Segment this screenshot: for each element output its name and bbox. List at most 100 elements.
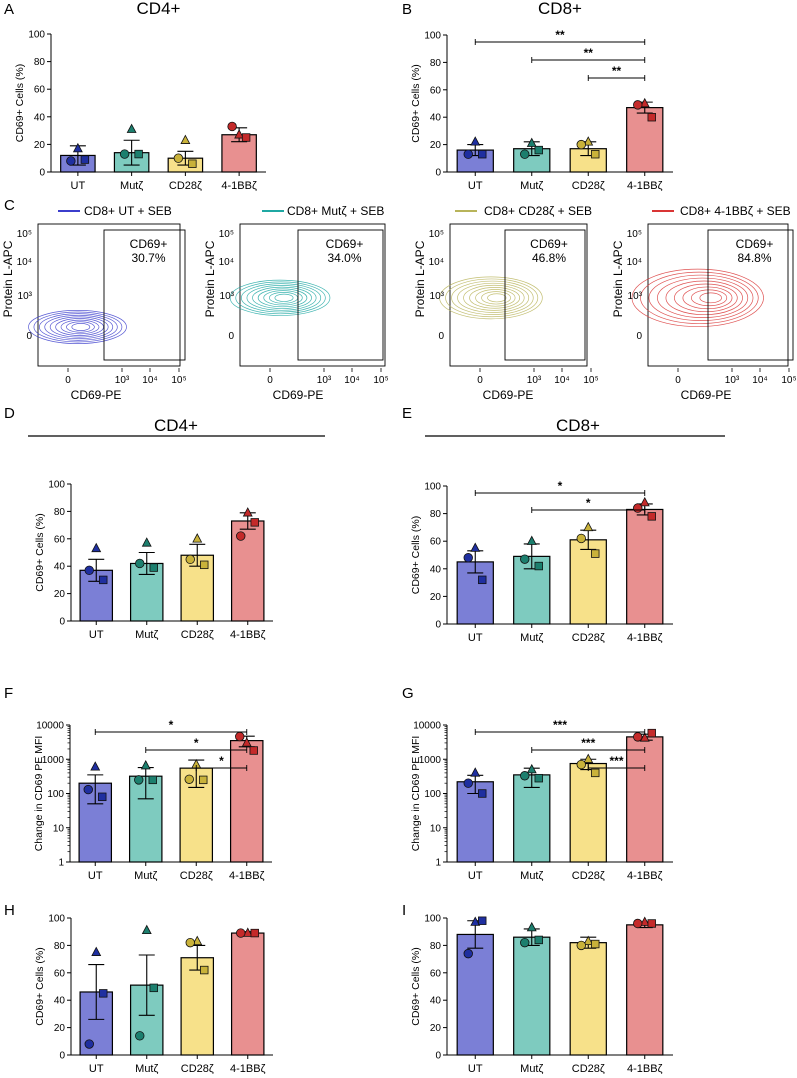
y-tick-label-h: 20 [54,1023,66,1034]
flow-contour-0 [55,318,104,336]
data-point-g-3-2 [647,728,656,738]
significance-label-f: * [194,736,199,750]
flow-gate-1 [297,229,384,361]
data-point-g-0-2 [478,789,487,798]
significance-label-b: ** [555,28,565,42]
data-point-e-3-0 [639,496,650,507]
x-tick-label-a: Mutζ [120,180,143,192]
x-tick-label-b: Mutζ [520,180,543,192]
flow-contour-0 [38,313,118,341]
flow-gate-percent-3: 84.8% [737,251,771,265]
y-tick-label-h: 0 [59,1051,65,1062]
data-point-a-3-2 [241,133,251,142]
panel-letter-c: C [4,197,15,214]
y-tick-label-b: 0 [435,168,441,179]
group-title-cd8: CD8+ [556,416,600,435]
flow-contour-0 [71,323,91,331]
significance-label-g: *** [553,718,567,732]
data-point-a-3-0 [234,129,245,139]
data-point-g-2-1 [576,759,586,770]
panel-letter-a: A [4,1,14,18]
flow-contour-2 [463,284,525,311]
data-point-f-3-1 [235,731,245,742]
legend-label-41bb: CD8+ 4-1BBζ + SEB [680,204,791,218]
flow-x-tick-label-3: 10⁴ [752,375,767,386]
flow-x-axis-label-0: CD69-PE [71,388,122,402]
y-tick-label-f: 100 [47,789,64,800]
flow-contour-3 [640,271,759,324]
flow-x-axis-label-1: CD69-PE [273,388,324,402]
y-tick-label-d: 80 [54,507,66,518]
y-axis-label-b: CD69+ Cells (%) [410,64,422,142]
flow-x-tick-label-2: 10³ [527,375,542,386]
significance-label-g: *** [581,736,595,750]
y-tick-label-b: 80 [430,58,442,69]
x-tick-label-e: Mutζ [520,632,543,644]
data-point-a-1-1 [119,149,130,159]
y-tick-label-h: 100 [48,914,65,925]
y-tick-label-i: 20 [430,1023,442,1034]
flow-x-tick-label-3: 10⁵ [781,375,796,386]
flow-y-tick-label-2: 10³ [430,291,445,302]
significance-label-e: * [558,479,563,493]
data-point-a-0-2 [80,155,90,164]
y-tick-label-i: 80 [430,941,442,952]
flow-gate-label-2: CD69+ [530,237,568,251]
flow-plot-1: CD69+34.0% 0 10³ 10⁴ 10⁵ 0 10³ 10⁴ 10⁵ CD69-PE Pro… [203,223,389,402]
panel-letter-b: B [402,1,412,18]
flow-x-tick-label-2: 10⁴ [554,375,569,386]
bar-i-2 [569,942,607,1056]
flow-x-tick-label-2: 10⁵ [583,375,598,386]
data-point-h-0-1 [84,1039,94,1049]
flow-contour-2 [469,287,521,309]
data-point-g-0-1 [463,778,473,788]
flow-y-tick-label-3: 0 [636,331,642,342]
bar-e-3 [626,508,664,625]
y-tick-label-b: 40 [430,113,442,124]
data-point-f-0-1 [83,784,93,795]
flow-contour-0 [60,319,100,335]
x-tick-label-h: CD28ζ [181,1063,214,1075]
y-tick-label-i: 0 [435,1051,441,1062]
y-tick-label-b: 100 [424,31,441,42]
data-point-i-1-0 [526,921,537,932]
flow-contour-2 [475,289,516,307]
x-tick-label-g: Mutζ [520,870,543,882]
data-point-d-2-0 [192,533,203,543]
panel-letter-d: D [4,405,15,422]
data-point-f-1-0 [140,760,151,770]
legend-label-mut: CD8+ Mutζ + SEB [287,204,384,218]
flow-x-axis-label-2: CD69-PE [483,388,534,402]
data-point-h-1-2 [149,983,158,993]
y-tick-label-d: 40 [54,562,66,573]
data-point-h-2-2 [200,965,209,975]
flow-contour-0 [28,310,127,344]
flow-contour-1 [240,283,322,313]
panel-letter-e: E [402,405,412,422]
flow-y-tick-label-3: 10⁵ [627,229,642,240]
data-point-d-0-0 [91,542,102,553]
data-point-i-2-1 [576,940,586,951]
x-tick-label-f: Mutζ [134,870,157,882]
data-point-f-3-2 [249,746,258,755]
data-point-g-2-0 [583,753,594,763]
data-point-e-2-0 [583,521,594,532]
x-tick-label-b: CD28ζ [572,180,605,192]
x-tick-label-d: UT [89,629,104,641]
flow-plot-2: CD69+46.8% 0 10³ 10⁴ 10⁵ 0 10³ 10⁴ 10⁵ CD69-PE Pro… [413,223,599,402]
flow-contour-1 [246,285,317,311]
flow-gate-label-3: CD69+ [736,237,774,251]
data-point-d-3-1 [236,531,246,541]
flow-contour-2 [487,293,507,303]
data-point-d-2-2 [200,560,209,570]
flow-contour-2 [451,280,534,315]
y-axis-label-h: CD69+ Cells (%) [34,947,46,1025]
flow-frame-0 [37,223,181,367]
flow-contour-2 [457,282,530,313]
y-tick-label-a: 40 [34,112,46,123]
flow-x-tick-label-0: 10⁵ [171,375,186,386]
bar-g-0 [456,781,494,863]
bar-h-2 [180,957,215,1056]
x-tick-label-h: Mutζ [135,1063,158,1075]
data-point-i-3-0 [639,916,650,926]
